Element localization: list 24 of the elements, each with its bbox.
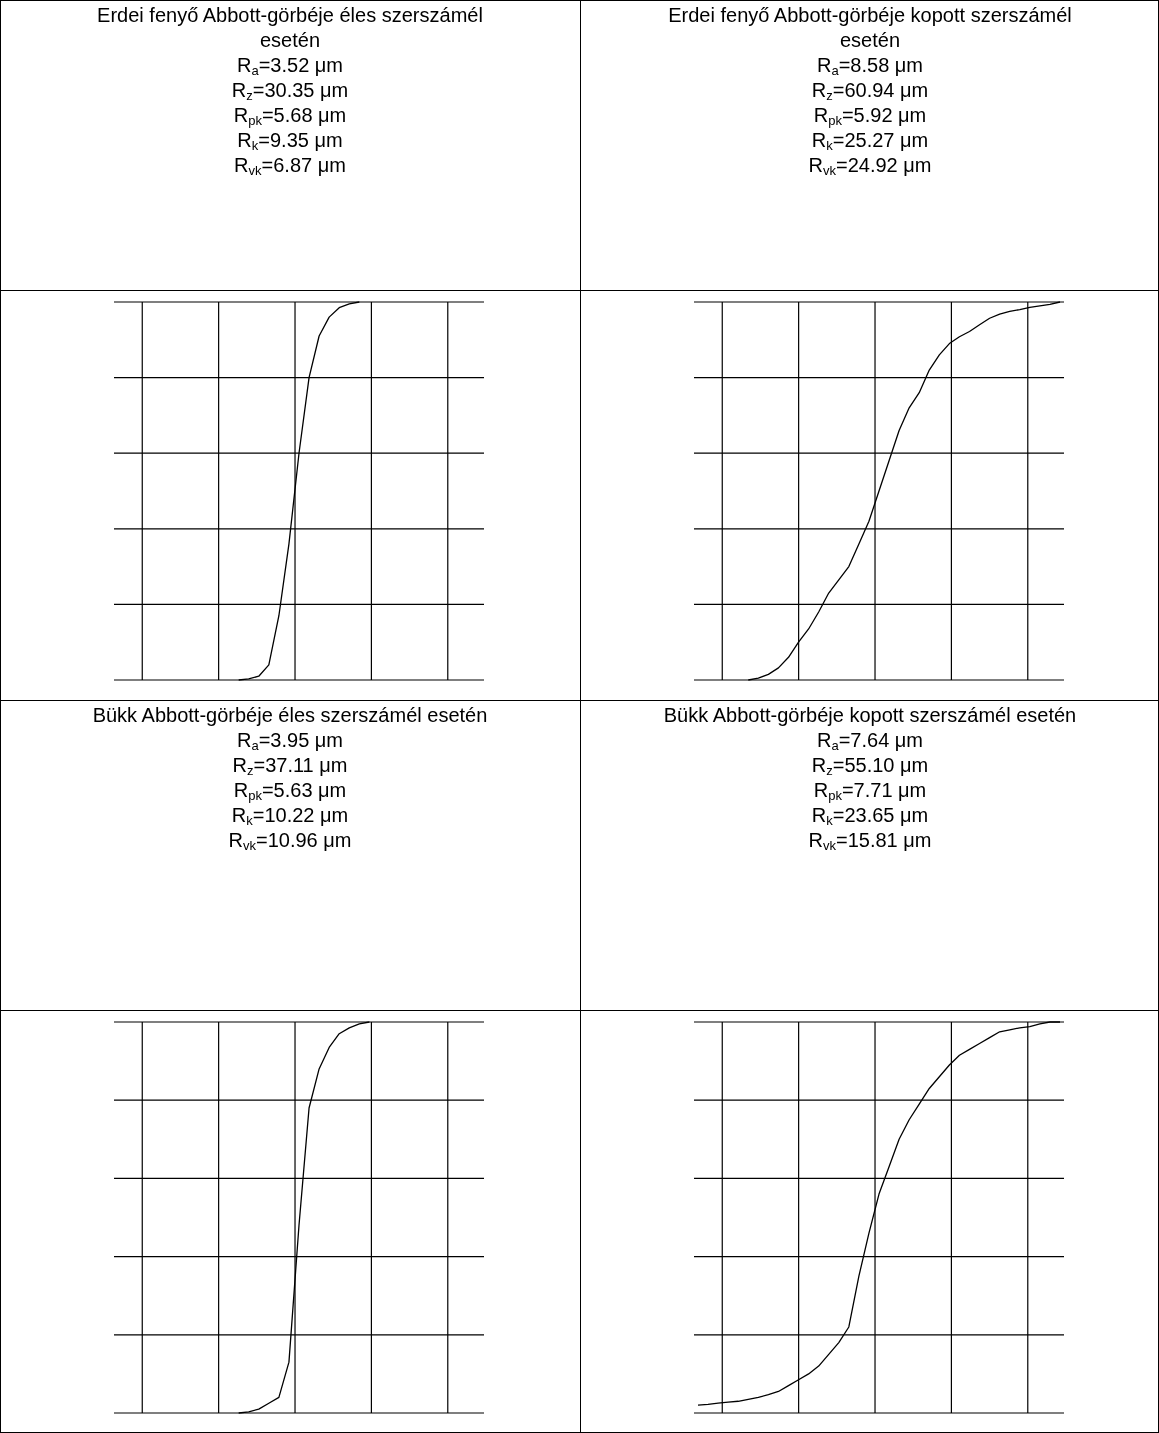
text: R$_{k}$=10.22 μm xyxy=(230,803,350,828)
text: R$_{z}$=37.11 μm xyxy=(231,753,349,778)
text: R$_{k}$=25.27 μm xyxy=(810,128,930,153)
text: R$_{z}$=30.35 μm xyxy=(230,78,350,103)
text: R$_{a}$=3.95 μm xyxy=(235,728,344,753)
text: R$_{pk}$=5.92 μm xyxy=(812,103,928,128)
text: R$_{pk}$=5.63 μm xyxy=(232,778,348,803)
text: R$_{pk}$=7.71 μm xyxy=(812,778,928,803)
text: R$_{z}$=60.94 μm xyxy=(810,78,930,103)
text: R$_{a}$=8.58 μm xyxy=(815,53,924,78)
text: R$_{z}$=55.10 μm xyxy=(810,753,930,778)
text: R$_{vk}$=6.87 μm xyxy=(233,153,347,178)
text: R$_{a}$=3.52 μm xyxy=(235,53,344,78)
text: R$_{vk}$=10.96 μm xyxy=(227,828,353,853)
text: R$_{vk}$=15.81 μm xyxy=(807,828,933,853)
text: R$_{k}$=23.65 μm xyxy=(810,803,930,828)
text: R$_{pk}$=5.68 μm xyxy=(232,103,348,128)
chart-title: Bükk Abbott-görbéje kopott szerszámél esetén xyxy=(662,703,1078,728)
text: R$_{a}$=7.64 μm xyxy=(815,728,924,753)
chart-title: Bükk Abbott-görbéje éles szerszámél esetén xyxy=(91,703,489,728)
text: R$_{k}$=9.35 μm xyxy=(236,128,344,153)
text: R$_{vk}$=24.92 μm xyxy=(807,153,933,178)
chart-title: Erdei fenyő Abbott-görbéje kopott szerszámél esetén xyxy=(667,3,1073,53)
chart-title: Erdei fenyő Abbott-görbéje éles szerszámél esetén xyxy=(96,3,484,53)
